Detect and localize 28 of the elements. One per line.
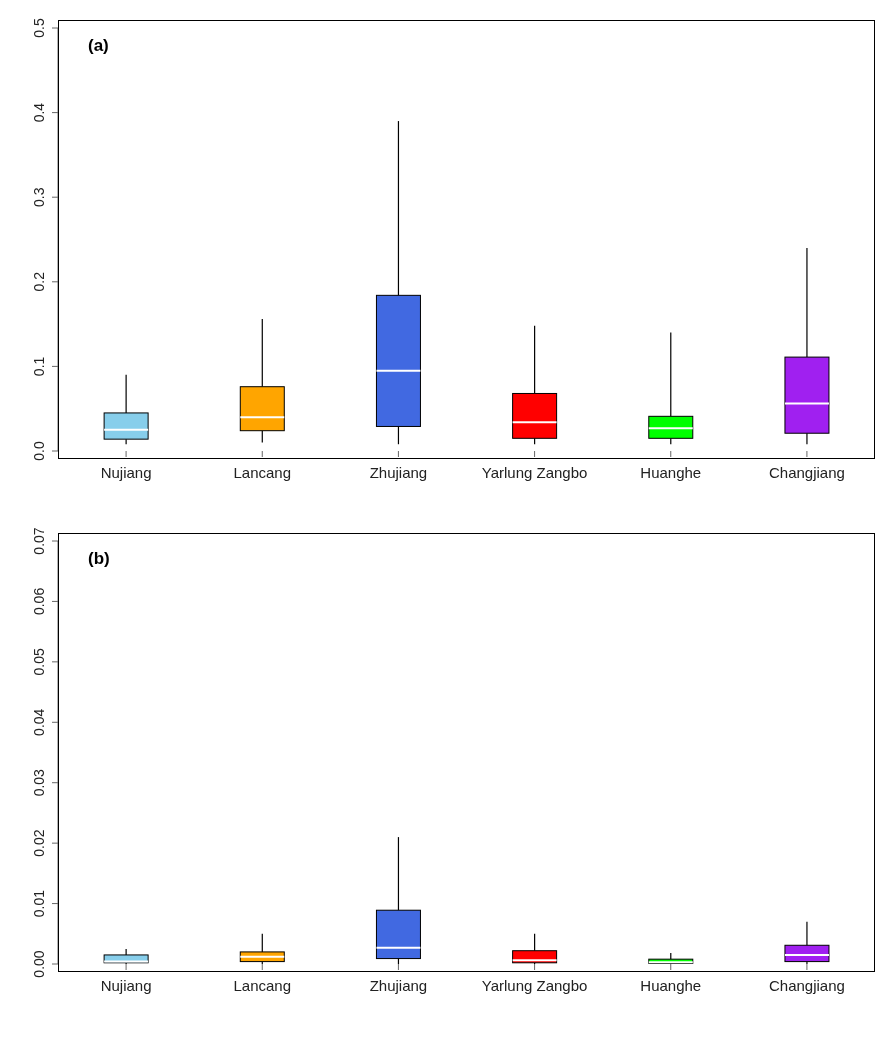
y-tick-label: 0.06: [31, 587, 47, 616]
x-tick-label: Lancang: [233, 463, 292, 481]
x-tick-label: Huanghe: [640, 463, 702, 481]
y-tick-label: 0.04: [31, 708, 47, 736]
x-tick-label: Yarlung Zangbo: [481, 976, 588, 994]
y-tick-label: 0.1: [31, 356, 47, 377]
y-tick-label: 0.0: [31, 441, 47, 461]
y-tick-label: 0.02: [31, 829, 47, 857]
x-tick-label: Nujiang: [100, 976, 152, 994]
x-tick-label: Lancang: [233, 976, 292, 994]
y-tick-label: 0.07: [31, 527, 47, 555]
y-tick-label: 0.01: [31, 889, 47, 918]
y-tick-label: 0.4: [31, 102, 47, 123]
y-tick-label: 0.00: [31, 950, 47, 978]
y-tick-label: 0.03: [31, 768, 47, 797]
x-tick-label: Nujiang: [100, 463, 152, 481]
x-tick-label: Zhujiang: [369, 463, 428, 481]
x-tick-label: Zhujiang: [369, 976, 428, 994]
y-tick-label: 0.05: [31, 648, 47, 676]
x-tick-label: Changjiang: [768, 976, 845, 994]
x-tick-label: Huanghe: [640, 976, 702, 994]
x-tick-label: Changjiang: [768, 463, 845, 481]
text: (b): [88, 549, 110, 569]
text: (a): [88, 36, 109, 56]
y-tick-label: 0.5: [31, 18, 47, 38]
x-tick-label: Yarlung Zangbo: [481, 463, 588, 481]
y-tick-label: 0.3: [31, 187, 47, 207]
y-tick-label: 0.2: [31, 271, 47, 292]
